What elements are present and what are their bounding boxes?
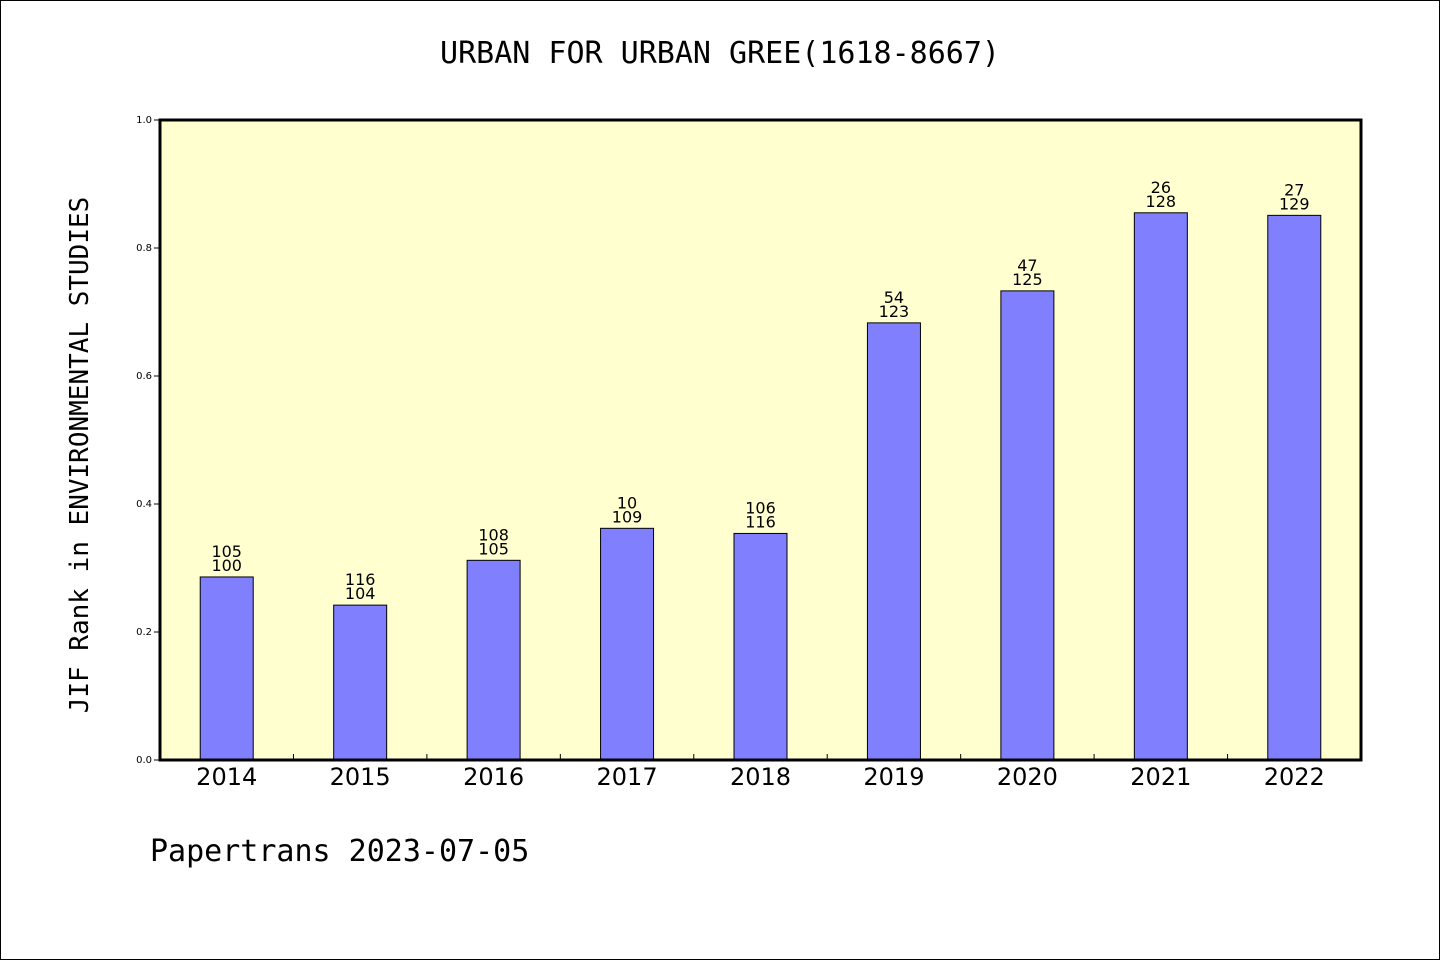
plot-border — [158, 118, 1363, 762]
bar-rank-label: 10 — [617, 493, 637, 512]
x-tick-label: 2020 — [997, 763, 1058, 791]
bar-total-label: 105 — [478, 539, 509, 558]
bar-rank-label: 27 — [1284, 180, 1304, 199]
y-tick-label: 0.0 — [136, 755, 152, 766]
chart-title: URBAN FOR URBAN GREE(1618-8667) — [440, 36, 1000, 71]
bar-rank-label: 108 — [478, 525, 509, 544]
bar — [333, 604, 388, 761]
bar-total-label: 129 — [1279, 194, 1310, 213]
y-tick-label: 0.2 — [136, 627, 152, 638]
bar — [733, 532, 788, 761]
bar — [1267, 214, 1322, 761]
y-tick-label: 0.6 — [136, 371, 152, 382]
bar-total-label: 125 — [1012, 270, 1043, 289]
bar-total-label: 104 — [345, 584, 376, 603]
bar — [1133, 212, 1188, 761]
footer-credit: Papertrans 2023-07-05 — [150, 834, 530, 869]
bar-rank-label: 47 — [1017, 256, 1037, 275]
bars — [199, 212, 1322, 761]
x-tick-label: 2018 — [730, 763, 791, 791]
bar-total-label: 123 — [879, 302, 910, 321]
x-tick-label: 2022 — [1264, 763, 1325, 791]
y-tick-label: 1.0 — [136, 115, 152, 126]
bar-rank-label: 26 — [1151, 178, 1171, 197]
bar — [600, 527, 655, 761]
bar-rank-label: 105 — [211, 542, 242, 561]
bar-rank-label: 106 — [745, 498, 776, 517]
x-tick-label: 2021 — [1130, 763, 1191, 791]
x-tick-label: 2015 — [330, 763, 391, 791]
x-tick-label: 2019 — [863, 763, 924, 791]
bar — [466, 559, 521, 761]
bar-total-label: 109 — [612, 507, 643, 526]
x-tick-label: 2016 — [463, 763, 524, 791]
x-tick-label: 2014 — [196, 763, 257, 791]
bar — [199, 576, 254, 761]
y-tick-label: 0.4 — [136, 499, 152, 510]
x-tick-label: 2017 — [597, 763, 658, 791]
y-tick-label: 0.8 — [136, 243, 152, 254]
bar-rank-label: 116 — [345, 570, 376, 589]
bar-total-label: 116 — [745, 512, 776, 531]
y-axis: 0.0 0.2 0.4 0.6 0.8 1.0 — [136, 115, 160, 766]
bar-total-label: 128 — [1146, 192, 1177, 211]
bar-total-label: 100 — [211, 556, 242, 575]
bar — [1000, 290, 1055, 761]
bar — [866, 322, 921, 761]
x-axis: 2014 2015 2016 2017 2018 2019 2020 2021 2022 — [196, 754, 1325, 791]
bar-rank-label: 54 — [884, 288, 904, 307]
